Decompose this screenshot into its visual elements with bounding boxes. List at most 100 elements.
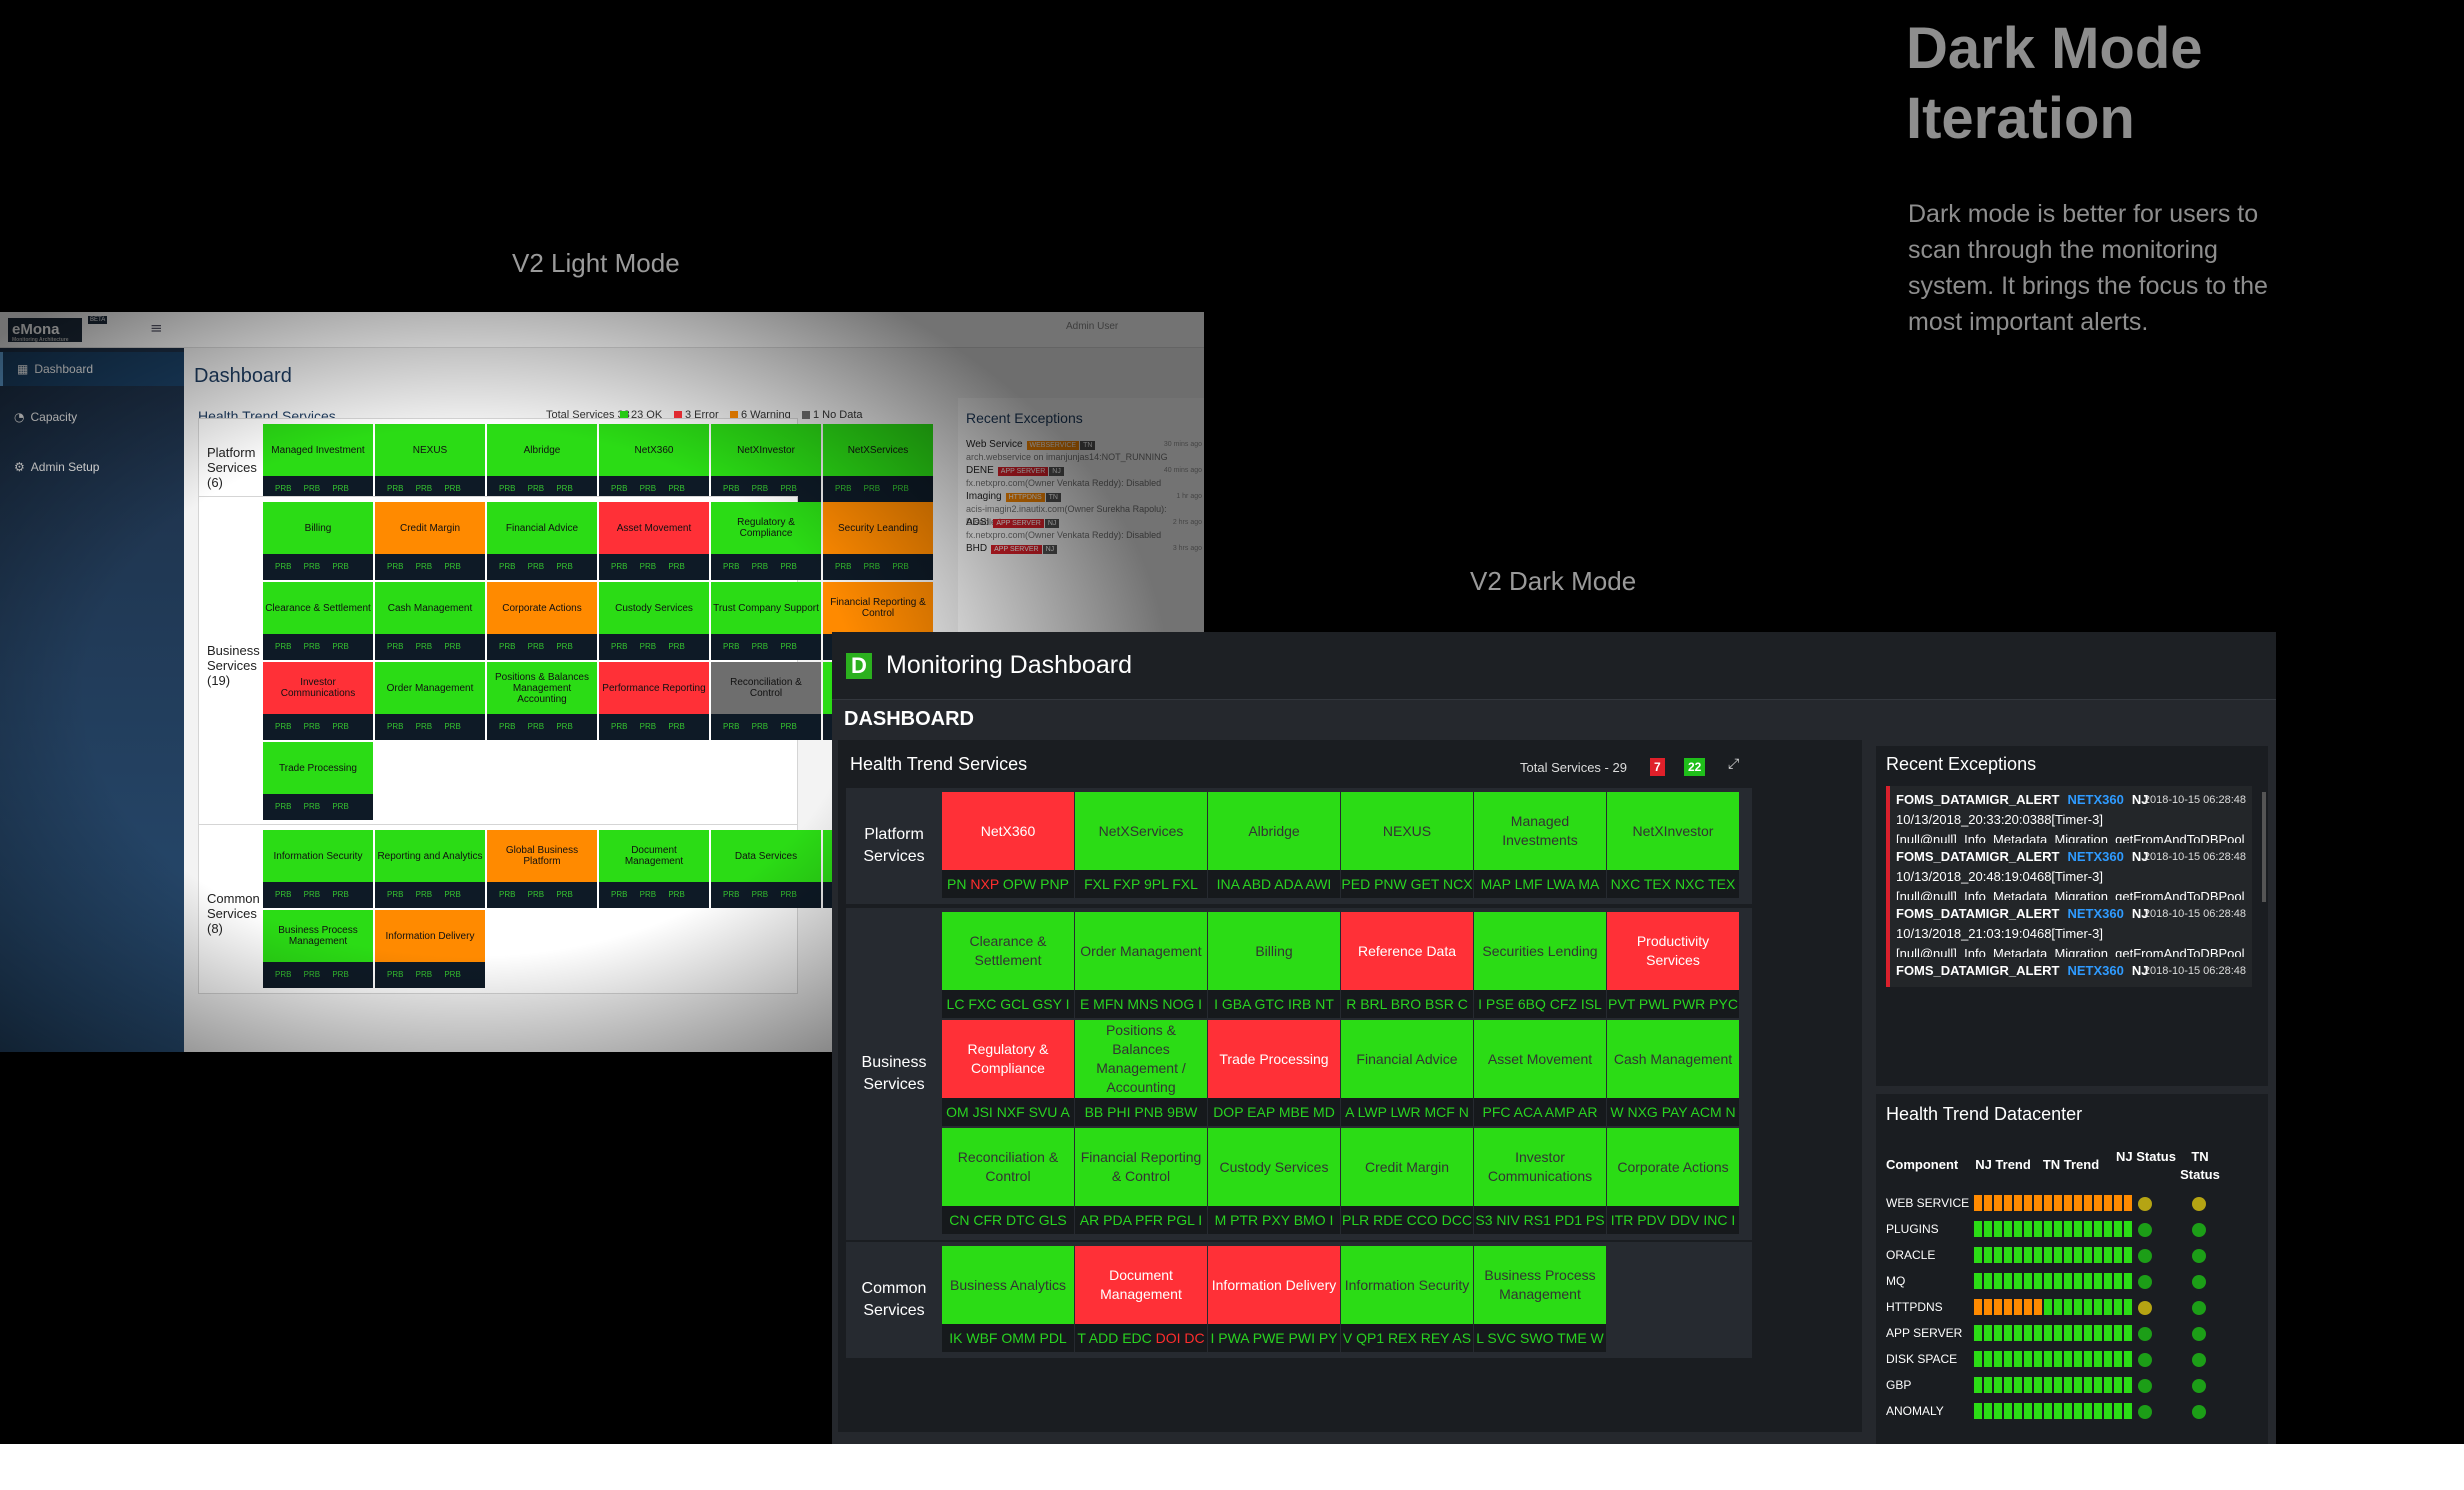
service-tile[interactable]: NEXUS PRB PRB PRB xyxy=(375,424,485,502)
service-tile[interactable]: Corporate Actions PRB PRB PRB xyxy=(487,582,597,660)
tile-codes: CN CFR DTC GLS xyxy=(942,1206,1074,1234)
service-tile[interactable]: Information Delivery PRB PRB PRB xyxy=(375,910,485,988)
tile-status-strip: PRB PRB PRB xyxy=(375,714,485,740)
service-tile[interactable]: Custody Services PRB PRB PRB xyxy=(599,582,709,660)
service-tile[interactable]: Data Services PRB PRB PRB xyxy=(711,830,821,908)
service-tile[interactable]: Regulatory & Compliance OM JSI NXF SVU A xyxy=(942,1020,1074,1126)
expand-icon[interactable]: ⤢ xyxy=(1728,756,1740,772)
service-tile[interactable]: Financial Advice PRB PRB PRB xyxy=(487,502,597,580)
service-tile[interactable]: Trust Company Support PRB PRB PRB xyxy=(711,582,821,660)
service-tile[interactable]: NetXServices FXL FXP 9PL FXL xyxy=(1075,792,1207,898)
service-tile[interactable]: NetXInvestor NXC TEX NXC TEX xyxy=(1607,792,1739,898)
service-tile[interactable]: Regulatory & Compliance PRB PRB PRB xyxy=(711,502,821,580)
service-tile[interactable]: Albridge INA ABD ADA AWI xyxy=(1208,792,1340,898)
service-tile[interactable]: Business Process Management PRB PRB PRB xyxy=(263,910,373,988)
exception-item[interactable]: DENE APP SERVER NJ 40 mins ago fx.netxpro.co… xyxy=(966,464,1202,490)
col-tn-status: TN Status xyxy=(2180,1149,2220,1182)
tile-name: Document Management xyxy=(1075,1246,1207,1324)
light-recent-title: Recent Exceptions xyxy=(966,410,1083,426)
service-tile[interactable]: Billing PRB PRB PRB xyxy=(263,502,373,580)
service-tile[interactable]: Positions & Balances Management / Accoun… xyxy=(1075,1020,1207,1126)
service-tile[interactable]: NEXUS PED PNW GET NCX xyxy=(1341,792,1473,898)
service-tile[interactable]: Performance Reporting PRB PRB PRB xyxy=(599,662,709,740)
tile-name: Investor Communications xyxy=(263,662,373,714)
tile-name: Order Management xyxy=(1075,912,1207,990)
service-tile[interactable]: Reconciliation & Control PRB PRB PRB xyxy=(711,662,821,740)
sidebar-item-capacity[interactable]: ◔ Capacity xyxy=(0,400,184,434)
service-tile[interactable]: Cash Management PRB PRB PRB xyxy=(375,582,485,660)
exception-region: TN xyxy=(1045,493,1061,502)
component-name: HTTPDNS xyxy=(1886,1300,1943,1314)
tile-name: Albridge xyxy=(1208,792,1340,870)
service-tile[interactable]: Order Management E MFN MNS NOG I xyxy=(1075,912,1207,1018)
service-tile[interactable]: Trade Processing PRB PRB PRB xyxy=(263,742,373,820)
service-tile[interactable]: Credit Margin PRB PRB PRB xyxy=(375,502,485,580)
tile-name: NetX360 xyxy=(942,792,1074,870)
exception-name: Web Service xyxy=(966,439,1023,450)
service-tile[interactable]: Order Management PRB PRB PRB xyxy=(375,662,485,740)
tile-name: Asset Movement xyxy=(1474,1020,1606,1098)
tile-status-strip: PRB PRB PRB xyxy=(375,882,485,908)
service-tile[interactable]: Security Leanding PRB PRB PRB xyxy=(823,502,933,580)
service-tile[interactable]: Financial Advice A LWP LWR MCF N xyxy=(1341,1020,1473,1126)
service-tile[interactable]: Corporate Actions ITR PDV DDV INC I xyxy=(1607,1128,1739,1234)
service-tile[interactable]: Reporting and Analytics PRB PRB PRB xyxy=(375,830,485,908)
service-tile[interactable]: NetXInvestor PRB PRB PRB xyxy=(711,424,821,502)
service-tile[interactable]: NetX360 PN NXP OPW PNP xyxy=(942,792,1074,898)
service-tile[interactable]: Information Delivery I PWA PWE PWI PY xyxy=(1208,1246,1340,1352)
service-tile[interactable]: Trade Processing DOP EAP MBE MD xyxy=(1208,1020,1340,1126)
user-name[interactable]: Admin User xyxy=(1066,321,1119,332)
tile-status-strip: PRB PRB PRB xyxy=(263,882,373,908)
tile-codes: E MFN MNS NOG I xyxy=(1075,990,1207,1018)
service-tile[interactable]: Business Analytics IK WBF OMM PDL xyxy=(942,1246,1074,1352)
service-tile[interactable]: Productivity Services PVT PWL PWR PYC xyxy=(1607,912,1739,1018)
tile-name: Reconciliation & Control xyxy=(942,1128,1074,1206)
service-tile[interactable]: Credit Margin PLR RDE CCO DCC xyxy=(1341,1128,1473,1234)
service-tile[interactable]: Custody Services M PTR PXY BMO I xyxy=(1208,1128,1340,1234)
service-tile[interactable]: Asset Movement PFC ACA AMP AR xyxy=(1474,1020,1606,1126)
hamburger-menu-icon[interactable]: ≡ xyxy=(150,319,163,337)
service-tile[interactable]: Information Security V QP1 REX REY AS xyxy=(1341,1246,1473,1352)
tn-status-dot xyxy=(2192,1197,2206,1211)
tile-name: Regulatory & Compliance xyxy=(942,1020,1074,1098)
service-tile[interactable]: Positions & Balances Management Accounti… xyxy=(487,662,597,740)
service-tile[interactable]: Reference Data R BRL BRO BSR C xyxy=(1341,912,1473,1018)
error-count-badge[interactable]: 7 xyxy=(1650,758,1665,776)
legend-label: 1 No Data xyxy=(813,409,863,421)
service-tile[interactable]: Reconciliation & Control CN CFR DTC GLS xyxy=(942,1128,1074,1234)
service-tile[interactable]: Global Business Platform PRB PRB PRB xyxy=(487,830,597,908)
service-tile[interactable]: Managed Investment PRB PRB PRB xyxy=(263,424,373,502)
service-tile[interactable]: Managed Investments MAP LMF LWA MA xyxy=(1474,792,1606,898)
service-tile[interactable]: NetXServices PRB PRB PRB xyxy=(823,424,933,502)
gear-icon: ⚙ xyxy=(14,460,25,474)
exception-item[interactable]: FOMS_DATAMIGR_ALERT NETX360 NJ 2018-10-15 0… xyxy=(1886,957,2252,987)
service-tile[interactable]: Business Process Management L SVC SWO TME… xyxy=(1474,1246,1606,1352)
service-tile[interactable]: Document Management PRB PRB PRB xyxy=(599,830,709,908)
service-tile[interactable]: Financial Reporting & Control AR PDA PFR … xyxy=(1075,1128,1207,1234)
service-tile[interactable]: Information Security PRB PRB PRB xyxy=(263,830,373,908)
service-tile[interactable]: Clearance & Settlement LC FXC GCL GSY I xyxy=(942,912,1074,1018)
service-tile[interactable]: Securities Lending I PSE 6BQ CFZ ISL xyxy=(1474,912,1606,1018)
exception-item[interactable]: ADSI APP SERVER NJ 2 hrs ago fx.netxpro.com(… xyxy=(966,516,1202,542)
service-tile[interactable]: Clearance & Settlement PRB PRB PRB xyxy=(263,582,373,660)
service-tile[interactable]: Cash Management W NXG PAY ACM N xyxy=(1607,1020,1739,1126)
service-tile[interactable]: Albridge PRB PRB PRB xyxy=(487,424,597,502)
tn-status-dot xyxy=(2192,1379,2206,1393)
service-tile[interactable]: Document Management T ADD EDC DOI DC xyxy=(1075,1246,1207,1352)
service-tile[interactable]: NetX360 PRB PRB PRB xyxy=(599,424,709,502)
sidebar-item-admin-setup[interactable]: ⚙ Admin Setup xyxy=(0,450,184,484)
service-tile[interactable]: Asset Movement PRB PRB PRB xyxy=(599,502,709,580)
exceptions-scrollbar[interactable] xyxy=(2262,792,2266,902)
sidebar-item-dashboard[interactable]: ▦ Dashboard xyxy=(0,352,184,386)
tile-codes: A LWP LWR MCF N xyxy=(1341,1098,1473,1126)
tile-status-strip: PRB PRB PRB xyxy=(599,882,709,908)
ok-count-badge[interactable]: 22 xyxy=(1684,758,1706,776)
tn-trend-bars xyxy=(2044,1351,2132,1367)
tile-name: Corporate Actions xyxy=(487,582,597,634)
exception-item[interactable]: BHD APP SERVER NJ 3 hrs ago xyxy=(966,542,1202,555)
tile-name: Reference Data xyxy=(1341,912,1473,990)
service-tile[interactable]: Investor Communications PRB PRB PRB xyxy=(263,662,373,740)
service-tile[interactable]: Billing I GBA GTC IRB NT xyxy=(1208,912,1340,1018)
exception-item[interactable]: Web Service WEBSERVICE TN 30 mins ago arch.w… xyxy=(966,438,1202,464)
service-tile[interactable]: Investor Communications S3 NIV RS1 PD1 PS xyxy=(1474,1128,1606,1234)
